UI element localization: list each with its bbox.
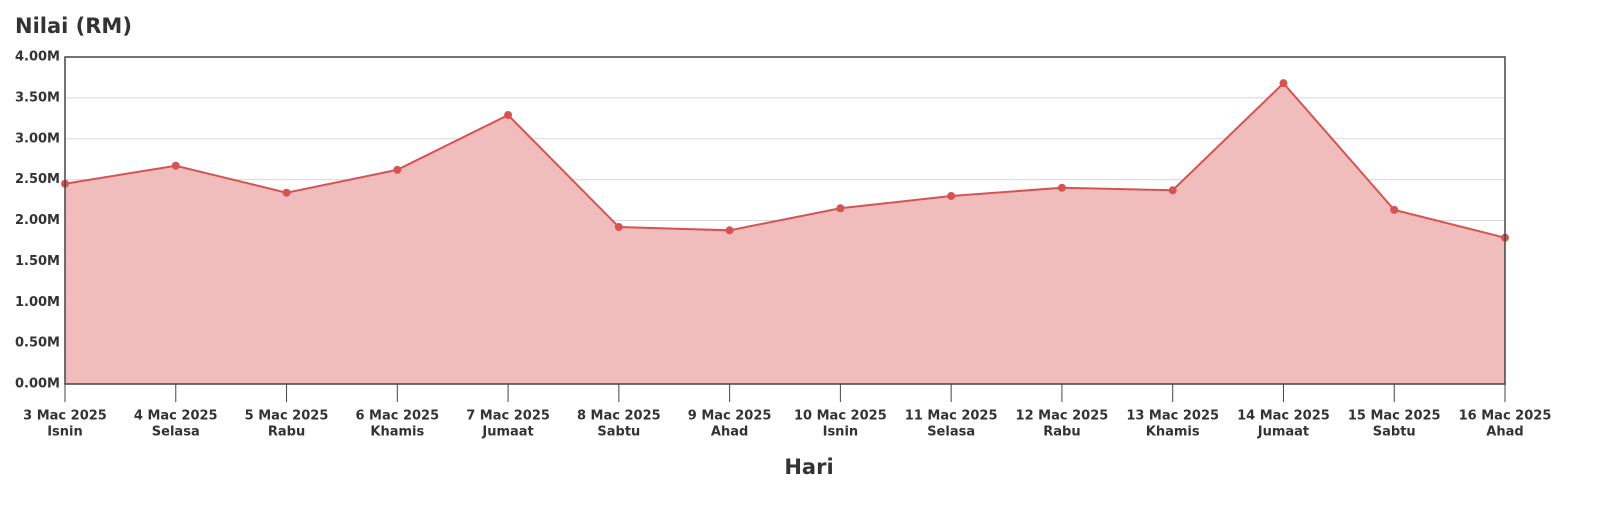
x-tick-sublabel: Ahad [1486,425,1523,440]
area [65,83,1505,384]
x-tick-sublabel: Selasa [927,425,975,440]
x-tick-label: 14 Mac 2025 [1237,409,1330,424]
x-tick-label: 6 Mac 2025 [355,409,439,424]
x-tick-label: 3 Mac 2025 [23,409,107,424]
point [1057,183,1066,192]
y-tick-label: 2.00M [15,213,60,228]
y-tick-label: 1.00M [15,295,60,310]
y-tick-label: 0.50M [15,336,60,351]
y-tick-label: 0.00M [15,377,60,392]
line [64,81,1506,239]
x-tick-sublabel: Isnin [47,425,83,440]
point [614,223,623,232]
point [725,226,734,235]
x-tick-label: 8 Mac 2025 [577,409,661,424]
y-tick-label: 4.00M [15,50,60,65]
x-tick-sublabel: Sabtu [1373,425,1416,440]
plot-frame [64,56,1506,385]
x-tick-label: 16 Mac 2025 [1459,409,1552,424]
point [1390,205,1399,214]
x-tick-label: 5 Mac 2025 [245,409,329,424]
chart-title: Nilai (RM) [15,14,132,38]
point [504,111,513,120]
y-tick-label: 1.50M [15,254,60,269]
point [1168,186,1177,195]
y-tick-label: 3.00M [15,131,60,146]
x-tick-sublabel: Sabtu [597,425,640,440]
x-tick-sublabel: Selasa [152,425,200,440]
x-tick-label: 9 Mac 2025 [688,409,772,424]
x-tick-label: 15 Mac 2025 [1348,409,1441,424]
point [947,191,956,200]
x-tick-sublabel: Khamis [1146,425,1200,440]
x-tick-sublabel: Jumaat [1257,425,1309,440]
point [836,204,845,213]
x-tick-label: 13 Mac 2025 [1126,409,1219,424]
point [171,161,180,170]
point [1279,79,1288,88]
point [393,165,402,174]
x-tick-label: 12 Mac 2025 [1016,409,1109,424]
y-tick-label: 2.50M [15,172,60,187]
x-tick-label: 4 Mac 2025 [134,409,218,424]
x-tick-sublabel: Khamis [370,425,424,440]
x-tick-sublabel: Jumaat [481,425,533,440]
x-tick-sublabel: Isnin [823,425,859,440]
x-tick-sublabel: Ahad [711,425,748,440]
x-tick-label: 7 Mac 2025 [466,409,550,424]
point [282,188,291,197]
x-tick-label: 11 Mac 2025 [905,409,998,424]
x-tick-sublabel: Rabu [268,425,305,440]
x-axis-label: Hari [784,455,833,479]
x-tick-label: 10 Mac 2025 [794,409,887,424]
y-tick-label: 3.50M [15,90,60,105]
x-tick-sublabel: Rabu [1043,425,1080,440]
